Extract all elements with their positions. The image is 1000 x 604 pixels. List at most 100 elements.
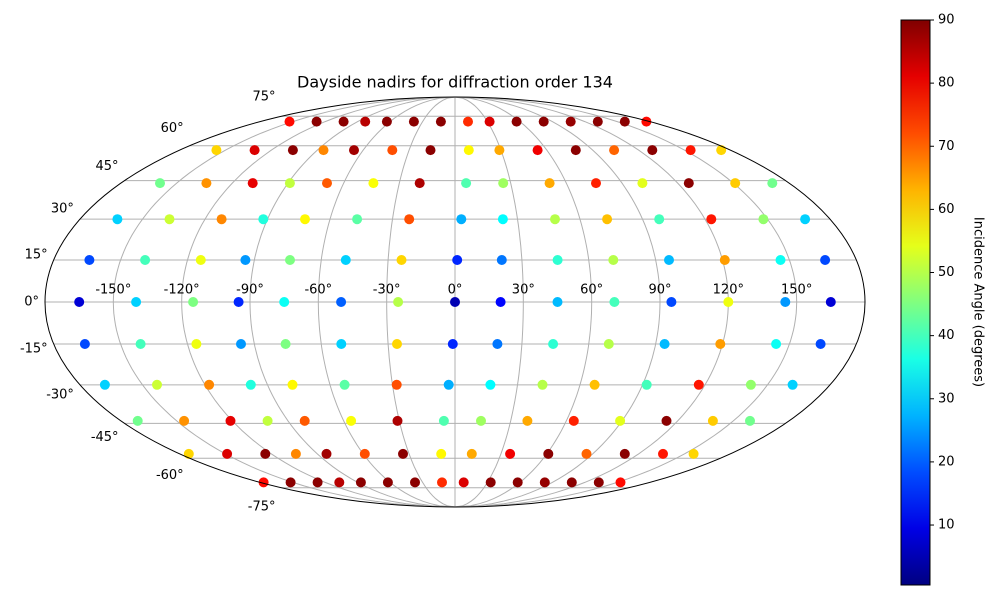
point xyxy=(425,145,436,156)
point xyxy=(654,214,665,225)
point xyxy=(666,297,677,307)
point xyxy=(336,297,347,307)
colorbar xyxy=(900,19,931,586)
point xyxy=(398,448,408,459)
point xyxy=(603,339,614,349)
point xyxy=(494,145,505,156)
point xyxy=(99,379,110,390)
point xyxy=(195,255,206,265)
point xyxy=(179,415,190,426)
point xyxy=(349,145,359,156)
colorbar-label: Incidence Angle (degrees) xyxy=(971,217,986,387)
y-tick-label: -75° xyxy=(248,500,276,515)
point xyxy=(609,145,620,156)
y-tick-label: 0° xyxy=(24,295,39,310)
point xyxy=(450,297,460,307)
point xyxy=(609,297,620,307)
point xyxy=(245,379,256,390)
y-tick-label: 30° xyxy=(51,202,74,217)
point xyxy=(452,255,463,265)
point xyxy=(820,255,831,265)
point xyxy=(693,379,704,390)
point xyxy=(661,415,672,426)
point xyxy=(260,448,271,459)
point xyxy=(240,255,251,265)
point xyxy=(262,415,273,426)
point xyxy=(758,214,769,225)
point xyxy=(800,214,811,225)
point xyxy=(338,116,349,127)
point xyxy=(723,297,734,307)
point xyxy=(815,339,826,349)
point xyxy=(780,297,791,307)
x-tick-label: 90° xyxy=(648,283,671,298)
point xyxy=(659,339,670,349)
point xyxy=(745,379,756,390)
point xyxy=(647,145,658,156)
y-tick-label: 15° xyxy=(25,247,48,262)
point xyxy=(321,448,332,459)
point xyxy=(352,214,363,225)
point xyxy=(249,145,260,156)
point xyxy=(589,379,600,390)
point xyxy=(222,448,233,459)
point xyxy=(287,145,298,156)
point xyxy=(280,339,291,349)
point xyxy=(706,214,717,225)
point xyxy=(368,178,379,189)
point xyxy=(767,178,778,189)
point xyxy=(461,178,472,189)
colorbar-tick-label: 60 xyxy=(938,202,955,217)
colorbar-tick-label: 10 xyxy=(938,518,955,533)
point xyxy=(132,415,143,426)
point xyxy=(550,214,560,225)
colorbar-tick-label: 20 xyxy=(938,454,955,469)
point xyxy=(382,477,393,488)
point xyxy=(392,415,403,426)
point xyxy=(437,477,447,488)
point xyxy=(568,415,579,426)
point xyxy=(410,477,420,488)
point xyxy=(539,477,550,488)
y-tick-label: -30° xyxy=(46,387,74,402)
point xyxy=(496,255,507,265)
point xyxy=(825,297,836,307)
point xyxy=(408,116,419,127)
points xyxy=(74,116,836,488)
x-tick-label: 150° xyxy=(781,283,812,298)
colorbar-ticks: 10 20 30 40 50 60 70 80 90 xyxy=(930,13,955,533)
point xyxy=(152,379,162,390)
x-tick-label: -120° xyxy=(164,283,200,298)
point xyxy=(396,255,407,265)
point xyxy=(360,116,371,127)
point xyxy=(435,116,446,127)
point xyxy=(318,145,329,156)
point xyxy=(619,116,630,127)
point xyxy=(191,339,202,349)
point xyxy=(688,448,699,459)
point xyxy=(775,255,786,265)
point xyxy=(544,178,555,189)
y-tick-label: -60° xyxy=(156,468,184,483)
point xyxy=(538,116,549,127)
point xyxy=(336,339,347,349)
point xyxy=(285,477,296,488)
point xyxy=(79,339,90,349)
point xyxy=(299,415,310,426)
colorbar-tick-label: 50 xyxy=(938,265,955,280)
point xyxy=(322,178,332,189)
point xyxy=(258,214,269,225)
point xyxy=(463,145,474,156)
point xyxy=(284,178,295,189)
point xyxy=(593,477,604,488)
point xyxy=(279,297,290,307)
map-frame xyxy=(44,96,866,508)
chart-title: Dayside nadirs for diffraction order 134 xyxy=(297,73,613,92)
point xyxy=(443,379,454,390)
point xyxy=(211,145,222,156)
point xyxy=(140,255,151,265)
point xyxy=(608,255,619,265)
point xyxy=(637,178,648,189)
point xyxy=(355,477,366,488)
